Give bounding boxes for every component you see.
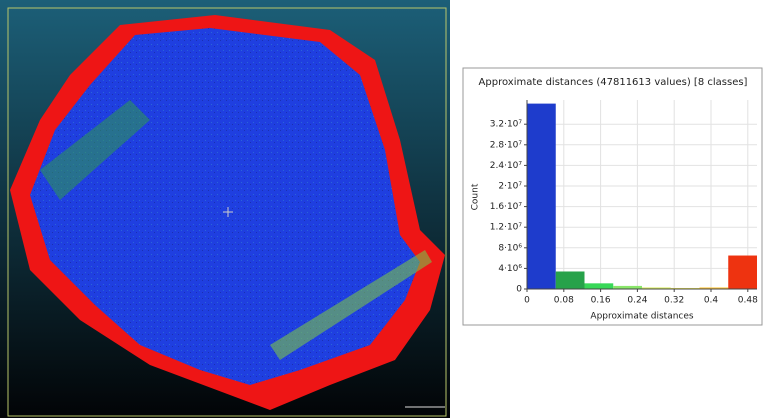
histogram-bar xyxy=(556,271,585,289)
y-tick-label: 3.2·10⁷ xyxy=(490,120,523,130)
histogram-bar xyxy=(585,283,614,289)
x-tick-label: 0.24 xyxy=(627,296,647,306)
plot-area xyxy=(527,100,757,289)
x-tick-label: 0.4 xyxy=(704,296,719,306)
page: {"chart_data": {"type": "histogram", "ti… xyxy=(0,0,763,418)
x-tick-label: 0.16 xyxy=(591,296,611,306)
y-tick-label: 1.2·10⁷ xyxy=(490,223,523,233)
y-tick-label: 2.4·10⁷ xyxy=(490,161,523,171)
x-axis-label: Approximate distances xyxy=(590,312,693,322)
y-tick-label: 2.8·10⁷ xyxy=(490,140,523,150)
y-tick-label: 4·10⁶ xyxy=(498,264,522,274)
histogram-bar xyxy=(728,256,757,289)
y-tick-label: 2·10⁷ xyxy=(498,182,522,192)
y-axis-label: Count xyxy=(471,183,481,210)
x-tick-label: 0 xyxy=(524,296,530,306)
3d-viewport[interactable] xyxy=(0,0,450,418)
screen: Approximate distances (47811613 values) … xyxy=(0,0,763,418)
histogram-bar xyxy=(527,104,556,289)
y-tick-label: 1.6·10⁷ xyxy=(490,202,523,212)
y-tick-label: 8·10⁶ xyxy=(498,243,522,253)
x-tick-label: 0.48 xyxy=(738,296,758,306)
x-tick-label: 0.32 xyxy=(664,296,684,306)
chart-title: Approximate distances (47811613 values) … xyxy=(479,77,748,88)
x-tick-label: 0.08 xyxy=(554,296,574,306)
y-tick-label: 0 xyxy=(516,285,522,295)
